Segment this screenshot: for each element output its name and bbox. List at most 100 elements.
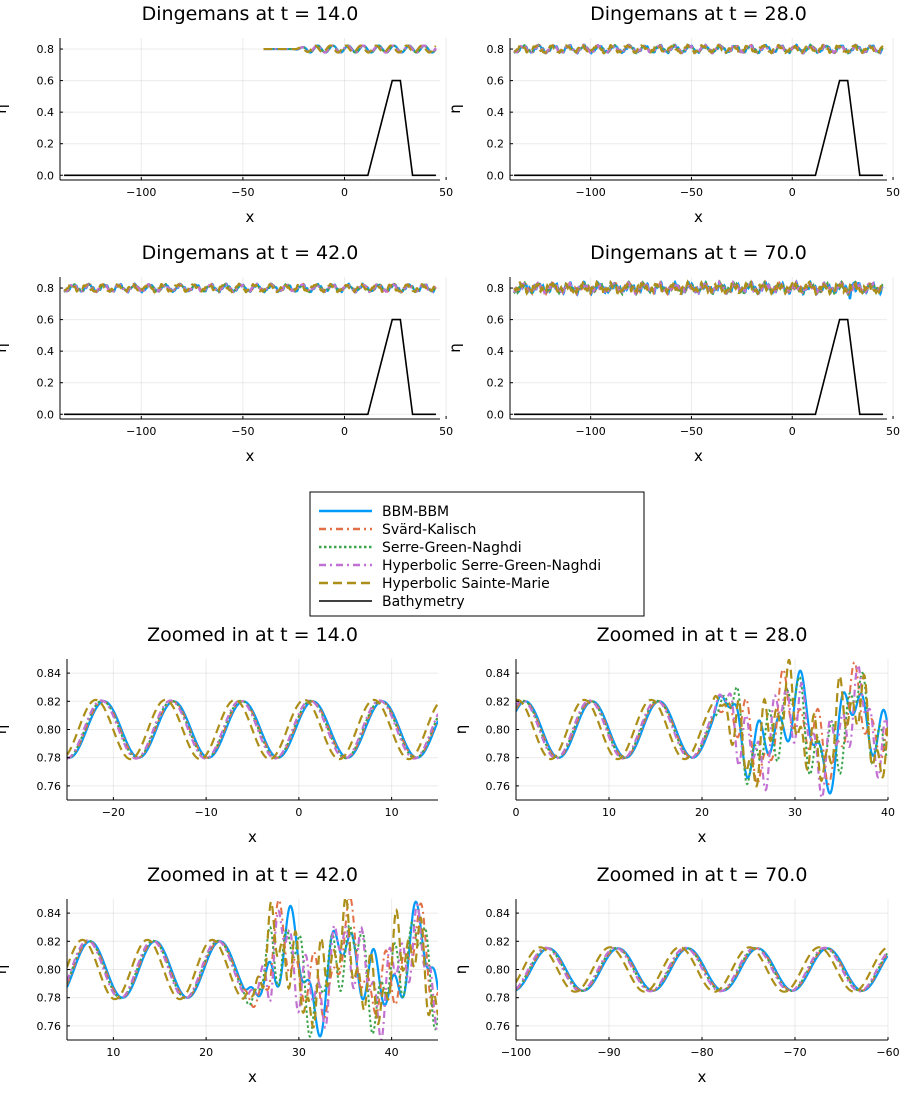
legend: BBM-BBM Svärd-Kalisch Serre-Green-Naghdi Hy… [309,491,645,617]
x-tick-label: 30 [788,806,802,819]
series-line-hsm [513,43,884,55]
subplot-5: −20 −10 0 10 0.76 0.78 0.80 0.82 0.84 Zoomed in a… [0,624,438,846]
chart-title: Dingemans at t = 70.0 [590,242,807,264]
y-axis-label: η [452,965,470,975]
y-tick-label: 0.4 [487,345,505,358]
subplot-3: −100 −50 0 50 0.0 0.2 0.4 0.6 0.8 Dingemans at t … [0,242,453,465]
plot-area [67,899,438,1040]
x-tick-label: −100 [126,425,156,438]
x-tick-label: 50 [439,425,453,438]
series-line-hsgn [516,663,888,800]
y-axis-label: η [446,343,464,353]
y-tick-label: 0.2 [487,138,505,151]
x-tick-label: 0 [789,425,796,438]
x-tick-label: −60 [876,1046,899,1059]
y-tick-label: 0.0 [487,169,505,182]
y-tick-label: 0.78 [37,992,62,1005]
y-tick-label: 0.82 [486,695,511,708]
x-tick-label: −90 [597,1046,620,1059]
y-tick-label: 0.80 [486,964,511,977]
y-tick-label: 0.84 [37,907,62,920]
x-tick-label: 40 [881,806,895,819]
legend-label: Hyperbolic Sainte-Marie [382,576,550,592]
legend-label: Bathymetry [382,594,465,610]
subplot-4: −100 −50 0 50 0.0 0.2 0.4 0.6 0.8 Dingemans at t … [446,242,900,465]
y-tick-label: 0.82 [37,935,62,948]
series-line-hsm [516,659,888,788]
series-line-hsm [513,279,884,297]
x-tick-label: 10 [385,806,399,819]
y-tick-label: 0.84 [486,907,511,920]
x-tick-label: 10 [602,806,616,819]
series-line-hsm [67,899,438,1029]
series-line-svard [67,899,438,1020]
y-tick-label: 0.78 [486,752,511,765]
y-axis-label: η [446,104,464,114]
series-line-hsgn [67,903,438,1040]
plot-area [513,43,884,177]
x-tick-label: 20 [199,1046,213,1059]
y-tick-label: 0.76 [486,780,511,793]
x-tick-label: 0 [295,806,302,819]
subplot-7: 10 20 30 40 0.76 0.78 0.80 0.82 0.84 Zoomed in at… [0,864,438,1086]
y-tick-label: 0.84 [486,667,511,680]
chart-title: Dingemans at t = 14.0 [142,3,359,25]
y-axis-label: η [0,965,10,975]
x-tick-label: −50 [680,425,703,438]
plot-area [64,44,437,177]
chart-title: Dingemans at t = 42.0 [142,242,359,264]
x-tick-label: 50 [886,425,900,438]
y-tick-label: 0.78 [37,752,62,765]
x-tick-label: 0 [513,806,520,819]
subplot-8: −100 −90 −80 −70 −60 0.76 0.78 0.80 0.82 0.84 Zoom… [452,864,900,1086]
x-tick-label: −50 [680,186,703,199]
legend-label: Hyperbolic Serre-Green-Naghdi [382,558,601,574]
chart-title: Zoomed in at t = 14.0 [147,624,358,646]
y-tick-label: 0.8 [487,282,505,295]
series-line-hsm [516,946,888,993]
plot-area [67,698,438,761]
y-tick-label: 0.2 [487,377,505,390]
y-tick-label: 0.76 [486,1020,511,1033]
x-tick-label: 0 [341,186,348,199]
y-axis-label: η [0,725,10,735]
x-axis-label: x [248,828,257,846]
y-tick-label: 0.80 [486,724,511,737]
series-line-hsm [263,44,437,54]
y-tick-label: 0.6 [487,75,505,88]
x-tick-label: 10 [106,1046,120,1059]
x-tick-label: 40 [385,1046,399,1059]
x-axis-label: x [246,208,255,226]
bathymetry-line [514,318,883,416]
x-axis-label: x [694,208,703,226]
chart-title: Zoomed in at t = 28.0 [597,624,808,646]
subplot-2: −100 −50 0 50 0.0 0.2 0.4 0.6 0.8 Dingemans at t … [446,3,900,226]
x-axis-label: x [248,1068,257,1086]
y-tick-label: 0.4 [487,106,505,119]
x-axis-label: x [698,1068,707,1086]
y-tick-label: 0.76 [37,1020,62,1033]
y-tick-label: 0.6 [37,75,55,88]
x-tick-label: −50 [231,186,254,199]
y-tick-label: 0.8 [487,43,505,56]
y-tick-label: 0.0 [487,408,505,421]
x-tick-label: 0 [341,425,348,438]
plot-area [513,279,884,416]
x-tick-label: −80 [690,1046,713,1059]
series-line-hsm [67,698,438,761]
x-tick-label: 50 [439,186,453,199]
y-tick-label: 0.80 [37,964,62,977]
plot-area [63,282,437,416]
x-tick-label: 20 [695,806,709,819]
y-tick-label: 0.84 [37,667,62,680]
series-line-sgn [67,920,438,1038]
y-tick-label: 0.0 [37,408,55,421]
plot-area [516,946,888,993]
x-tick-label: 50 [886,186,900,199]
y-tick-label: 0.2 [37,138,55,151]
series-line-hsm [63,282,437,294]
plot-area [516,659,888,800]
x-tick-label: −100 [576,186,606,199]
chart-title: Zoomed in at t = 70.0 [597,864,808,886]
y-axis-label: η [0,343,10,353]
